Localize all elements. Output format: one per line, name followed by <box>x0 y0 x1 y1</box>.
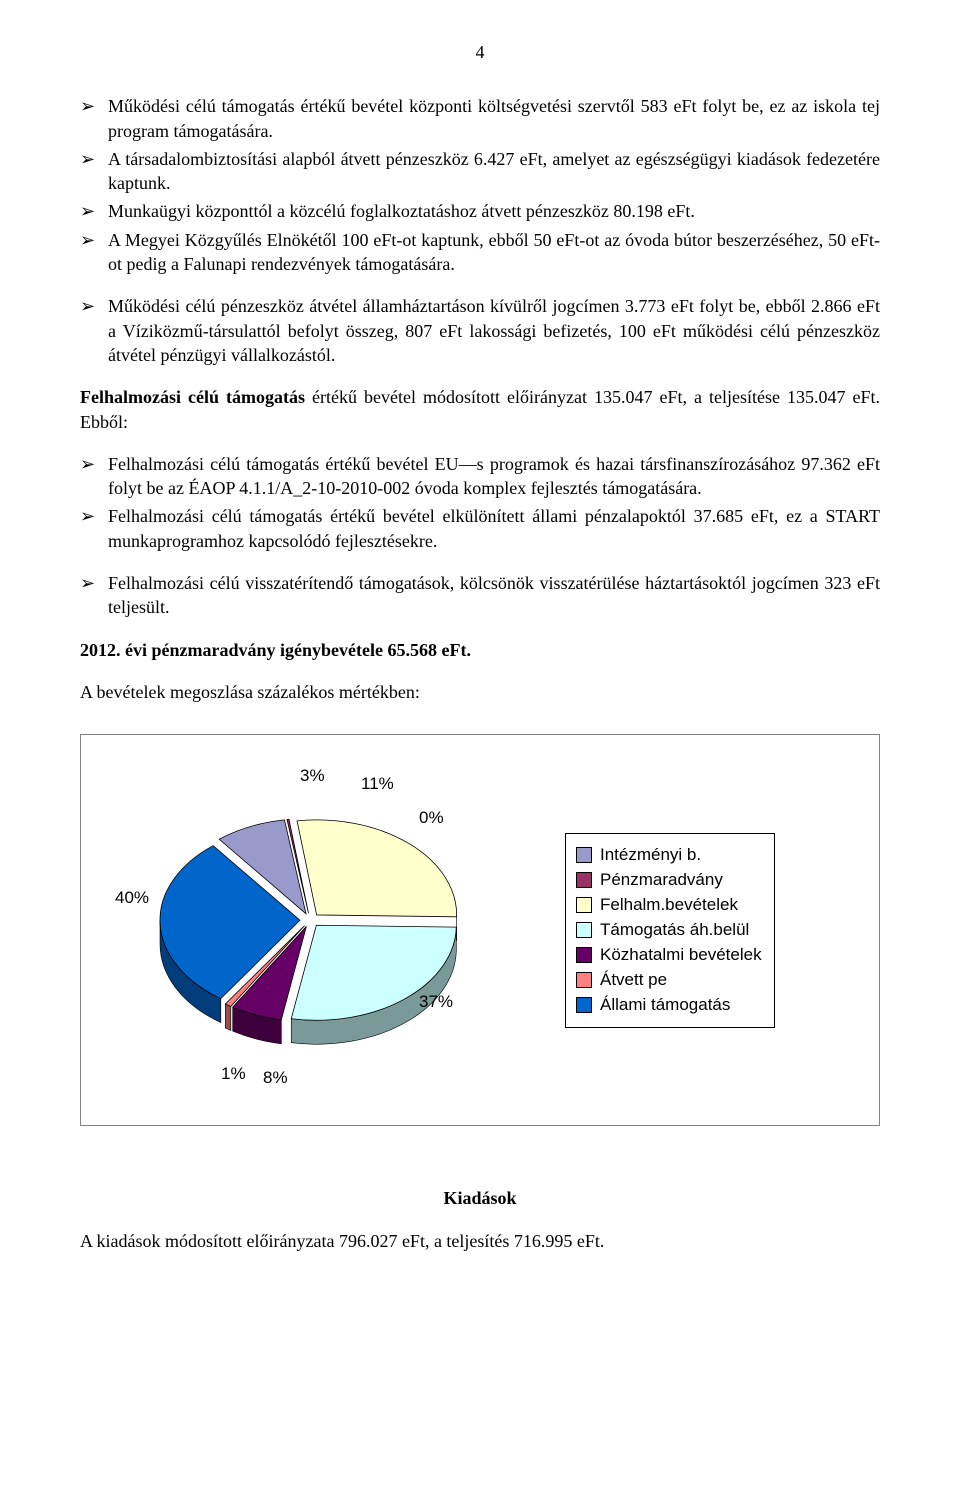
legend-swatch <box>576 872 592 888</box>
pie-legend: Intézményi b.PénzmaradványFelhalm.bevéte… <box>565 833 775 1028</box>
legend-swatch <box>576 997 592 1013</box>
list-item: Felhalmozási célú támogatás értékű bevét… <box>108 504 880 553</box>
legend-row: Támogatás áh.belül <box>576 919 762 942</box>
revenue-pie-chart: 3% 11% 0% 40% 37% 1% 8% Intézményi b.Pén… <box>80 734 880 1126</box>
kiadasok-title: Kiadások <box>80 1186 880 1210</box>
legend-row: Intézményi b. <box>576 844 762 867</box>
pie-wrap: 3% 11% 0% 40% 37% 1% 8% <box>105 765 535 1095</box>
pie-label-1: 1% <box>221 1063 246 1086</box>
legend-swatch <box>576 972 592 988</box>
list-item: Működési célú támogatás értékű bevétel k… <box>108 94 880 143</box>
legend-label: Állami támogatás <box>600 994 730 1017</box>
bullet-group-4: Felhalmozási célú visszatérítendő támoga… <box>80 571 880 620</box>
list-item: A társadalombiztosítási alapból átvett p… <box>108 147 880 196</box>
legend-row: Pénzmaradvány <box>576 869 762 892</box>
legend-swatch <box>576 922 592 938</box>
pie-label-11: 11% <box>361 773 394 796</box>
legend-row: Közhatalmi bevételek <box>576 944 762 967</box>
legend-label: Pénzmaradvány <box>600 869 723 892</box>
legend-label: Közhatalmi bevételek <box>600 944 762 967</box>
list-item: A Megyei Közgyűlés Elnökétől 100 eFt-ot … <box>108 228 880 277</box>
kiadasok-line: A kiadások módosított előirányzata 796.0… <box>80 1229 880 1253</box>
list-item: Felhalmozási célú visszatérítendő támoga… <box>108 571 880 620</box>
legend-swatch <box>576 847 592 863</box>
bullet-group-1: Működési célú támogatás értékű bevétel k… <box>80 94 880 276</box>
legend-swatch <box>576 897 592 913</box>
legend-row: Állami támogatás <box>576 994 762 1017</box>
bullet-group-3: Felhalmozási célú támogatás értékű bevét… <box>80 452 880 553</box>
pie-label-3: 3% <box>300 765 325 788</box>
legend-label: Intézményi b. <box>600 844 701 867</box>
legend-label: Átvett pe <box>600 969 667 992</box>
pie-label-37: 37% <box>419 991 453 1014</box>
legend-row: Felhalm.bevételek <box>576 894 762 917</box>
legend-swatch <box>576 947 592 963</box>
felhalmozasi-lead-bold: Felhalmozási célú támogatás <box>80 387 305 407</box>
list-item: Felhalmozási célú támogatás értékű bevét… <box>108 452 880 501</box>
megoszlas-line: A bevételek megoszlása százalékos mérték… <box>80 680 880 704</box>
pie-label-0: 0% <box>419 807 444 830</box>
pie-svg <box>105 765 535 1095</box>
felhalmozasi-lead: Felhalmozási célú támogatás értékű bevét… <box>80 385 880 434</box>
bullet-group-2: Működési célú pénzeszköz átvétel államhá… <box>80 294 880 367</box>
list-item: Működési célú pénzeszköz átvétel államhá… <box>108 294 880 367</box>
legend-label: Felhalm.bevételek <box>600 894 738 917</box>
legend-row: Átvett pe <box>576 969 762 992</box>
legend-label: Támogatás áh.belül <box>600 919 749 942</box>
pie-label-8: 8% <box>263 1067 288 1090</box>
penzmaradvany-line: 2012. évi pénzmaradvány igénybevétele 65… <box>80 638 880 662</box>
pie-label-40: 40% <box>115 887 149 910</box>
list-item: Munkaügyi központtól a közcélú foglalkoz… <box>108 199 880 223</box>
page-number: 4 <box>80 40 880 64</box>
